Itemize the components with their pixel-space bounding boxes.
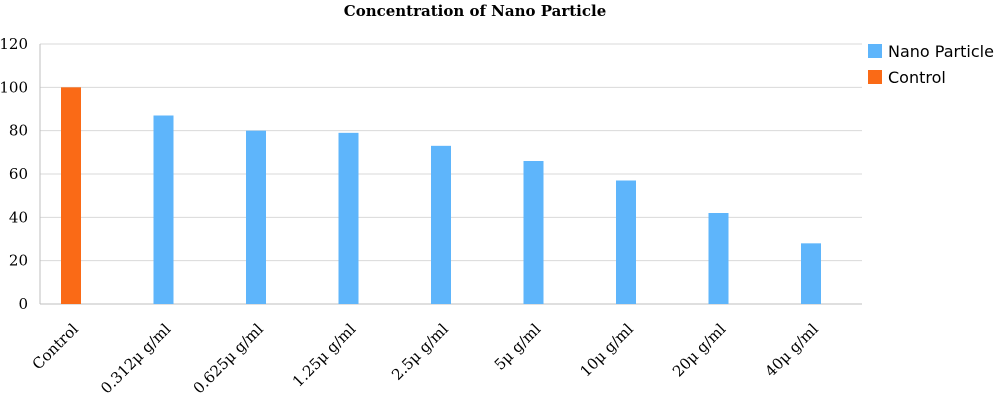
y-tick-label: 120 bbox=[0, 35, 28, 53]
chart-title: Concentration of Nano Particle bbox=[343, 2, 607, 20]
legend-swatch-nano-particle bbox=[868, 44, 882, 58]
y-tick-label: 0 bbox=[18, 295, 28, 313]
bar-nano-particle bbox=[616, 180, 636, 304]
bar-nano-particle bbox=[431, 145, 451, 304]
x-tick-labels: Control 0.312μ g/ml 0.625μ g/ml 1.25μ g/ml 2… bbox=[29, 320, 822, 397]
bar-nano-particle bbox=[153, 115, 174, 304]
x-tick-label: 10μ g/ml bbox=[577, 320, 637, 380]
bar-control bbox=[61, 87, 81, 304]
bar-nano-particle bbox=[338, 132, 359, 304]
bar-nano-particle bbox=[708, 213, 729, 304]
bar-nano-particle bbox=[801, 243, 821, 304]
y-tick-label: 100 bbox=[0, 78, 28, 96]
legend-swatch-control bbox=[868, 70, 882, 84]
legend-label-control: Control bbox=[888, 67, 946, 87]
x-tick-label: 5μ g/ml bbox=[491, 320, 545, 374]
x-tick-label: 20μ g/ml bbox=[669, 320, 729, 380]
legend: Nano Particle Control bbox=[868, 38, 994, 90]
y-tick-label: 80 bbox=[9, 122, 28, 140]
y-tick-label: 40 bbox=[9, 208, 28, 226]
legend-label-nano-particle: Nano Particle bbox=[888, 41, 994, 61]
y-tick-label: 20 bbox=[9, 252, 28, 270]
x-tick-label: 0.312μ g/ml bbox=[97, 320, 174, 397]
y-tick-label: 60 bbox=[9, 165, 28, 183]
bar-nano-particle bbox=[523, 161, 544, 304]
bar-nano-particle bbox=[246, 130, 266, 304]
bars bbox=[61, 87, 821, 304]
x-tick-label: 40μ g/ml bbox=[762, 320, 822, 380]
x-tick-label: 2.5μ g/ml bbox=[388, 320, 452, 384]
x-tick-label: 0.625μ g/ml bbox=[190, 320, 267, 397]
legend-item-nano-particle: Nano Particle bbox=[868, 38, 994, 64]
x-tick-label: 1.25μ g/ml bbox=[289, 320, 360, 391]
y-tick-labels: 0 20 40 60 80 100 120 bbox=[0, 35, 28, 313]
x-tick-label: Control bbox=[29, 320, 82, 373]
legend-item-control: Control bbox=[868, 64, 994, 90]
